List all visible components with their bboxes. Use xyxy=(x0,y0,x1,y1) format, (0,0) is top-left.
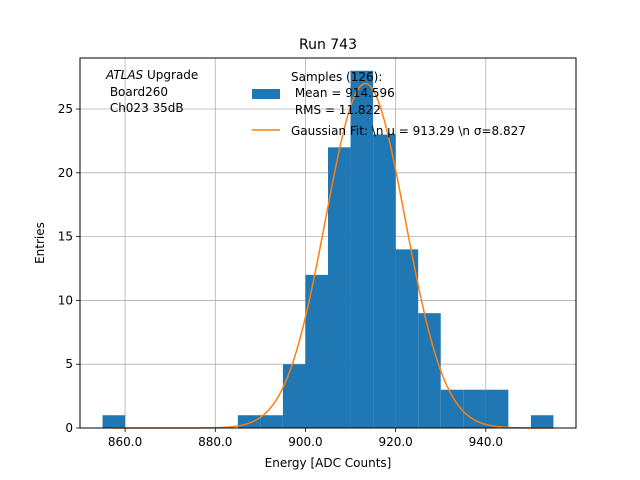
legend-samples-patch xyxy=(252,89,280,99)
histogram-bar xyxy=(418,313,441,428)
y-tick-label: 25 xyxy=(58,102,73,116)
x-tick-label: 940.0 xyxy=(469,435,503,449)
histogram-bar xyxy=(463,389,486,428)
x-tick-label: 920.0 xyxy=(378,435,412,449)
y-tick-label: 5 xyxy=(65,357,73,371)
atlas-annotation: ATLAS Upgrade Board260 Ch023 35dB xyxy=(105,68,198,115)
y-axis-label: Entries xyxy=(33,222,47,264)
y-tick-label: 15 xyxy=(58,230,73,244)
histogram-bar xyxy=(373,134,396,428)
legend: Samples (126): Mean = 914.596 RMS = 11.8… xyxy=(252,70,526,138)
y-axis-ticks: 0 5 10 15 20 25 xyxy=(58,102,80,435)
chart-title: Run 743 xyxy=(299,37,357,53)
x-axis-ticks: 860.0 880.0 900.0 920.0 940.0 xyxy=(108,428,503,449)
annotation-line-3: Ch023 35dB xyxy=(106,101,184,115)
annotation-italic: ATLAS xyxy=(105,68,144,82)
legend-samples-line-1: Samples (126): xyxy=(291,70,382,84)
histogram-bar xyxy=(282,364,306,428)
plot-frame xyxy=(79,57,577,429)
legend-samples-line-2: Mean = 914.596 xyxy=(291,86,395,100)
histogram-bar xyxy=(305,274,328,428)
histogram-bar xyxy=(328,147,351,428)
y-tick-label: 0 xyxy=(65,421,73,435)
x-tick-label: 860.0 xyxy=(108,435,142,449)
x-tick-label: 900.0 xyxy=(288,435,322,449)
y-tick-label: 20 xyxy=(58,166,73,180)
histogram-bar xyxy=(395,249,419,428)
histogram-bars xyxy=(102,70,554,429)
histogram-bar xyxy=(530,415,554,428)
annotation-rest: Upgrade xyxy=(143,68,198,82)
x-axis-label: Energy [ADC Counts] xyxy=(265,456,392,470)
histogram-bar xyxy=(440,389,464,428)
histogram-bar xyxy=(485,389,509,428)
histogram-bar xyxy=(102,415,126,428)
legend-samples-line-3: RMS = 11.822 xyxy=(291,103,381,117)
legend-fit-label: Gaussian Fit: \n μ = 913.29 \n σ=8.827 xyxy=(291,124,526,138)
histogram-bar xyxy=(260,415,283,428)
annotation-line-1: ATLAS Upgrade xyxy=(105,68,198,82)
annotation-line-2: Board260 xyxy=(106,85,168,99)
x-tick-label: 880.0 xyxy=(198,435,232,449)
y-tick-label: 10 xyxy=(58,293,73,307)
histogram-bar xyxy=(350,70,374,429)
